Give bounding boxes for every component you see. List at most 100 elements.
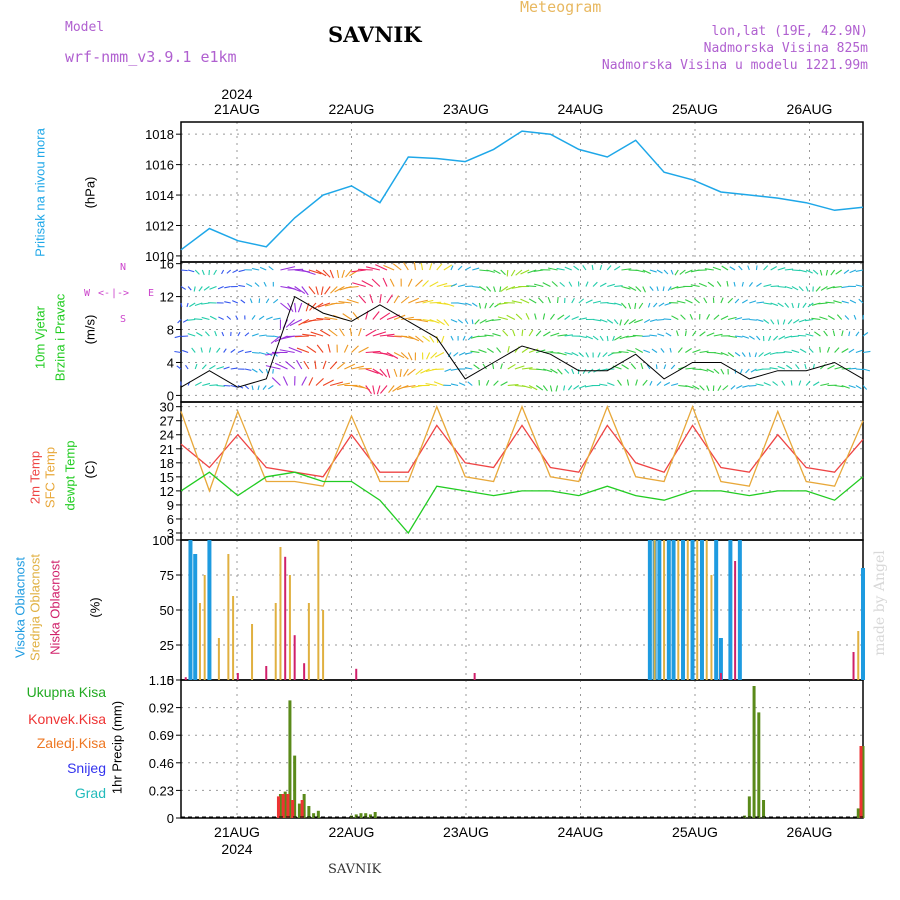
cloud-bar xyxy=(265,666,268,680)
wind-arrow xyxy=(727,352,735,358)
wind-arrow xyxy=(649,269,657,273)
wind-arrow xyxy=(763,265,769,271)
wind-arrow xyxy=(484,334,494,337)
wind-arrow xyxy=(499,286,502,293)
wind-arrow xyxy=(528,329,534,337)
wind-arrow xyxy=(635,379,638,386)
wind-arrow xyxy=(379,294,382,304)
wind-arrow xyxy=(647,302,651,308)
wind-arrow xyxy=(358,367,372,370)
wind-arrow xyxy=(685,299,693,304)
wind-arrow xyxy=(493,380,499,386)
wind-arrow xyxy=(805,286,809,292)
wind-arrow xyxy=(223,348,227,353)
wind-arrow xyxy=(507,363,516,370)
wind-arrow xyxy=(415,279,423,287)
cloud-bar xyxy=(699,540,704,680)
wind-arrow xyxy=(230,384,238,388)
wind-arrow xyxy=(657,333,665,337)
wind-arrow xyxy=(308,269,322,275)
cloud-bar xyxy=(647,540,652,680)
wind-arrow xyxy=(447,352,452,358)
wind-arrow xyxy=(314,360,317,370)
precip-legend-conv: Konvek.Kisa xyxy=(28,711,106,727)
wind-arrow xyxy=(485,379,490,386)
wind-arrow xyxy=(400,352,409,360)
wind-arrow xyxy=(259,334,267,337)
y-tick-label: 25 xyxy=(160,638,174,653)
precip-bar xyxy=(307,806,311,818)
wind-arrow xyxy=(841,300,849,304)
wind-arrow xyxy=(379,312,391,320)
wind-arrow xyxy=(249,298,253,304)
wind-arrow xyxy=(755,383,764,387)
lonlat-label: lon,lat (19E, 42.9N) xyxy=(711,24,868,39)
wind-arrow xyxy=(478,349,487,354)
cloud-bar xyxy=(728,540,733,680)
wind-arrow xyxy=(734,298,740,304)
wind-arrow xyxy=(537,297,544,304)
wind-arrow xyxy=(458,382,466,387)
wind-arrow xyxy=(833,300,842,304)
wind-arrow xyxy=(478,302,482,309)
precip-bar xyxy=(283,791,287,818)
wind-arrow xyxy=(393,295,400,304)
wind-arrow xyxy=(832,285,842,289)
wind-arrow xyxy=(855,349,863,354)
wind-arrow xyxy=(201,316,210,321)
wind-arrow xyxy=(520,269,530,275)
wind-arrow xyxy=(755,368,764,372)
wind-arrow xyxy=(819,346,821,353)
wind-arrow xyxy=(376,385,381,395)
wind-arrow xyxy=(327,344,331,353)
wind-arrow xyxy=(375,264,388,271)
wind-arrow xyxy=(482,363,487,370)
wind-arrow xyxy=(827,315,835,320)
wind-arrow xyxy=(317,302,331,308)
wind-arrow xyxy=(180,302,183,308)
wind-arrow xyxy=(334,286,345,293)
precip-bar xyxy=(752,686,756,818)
wind-arrow xyxy=(420,368,430,374)
wind-arrow xyxy=(606,265,612,271)
wind-arrow xyxy=(464,266,472,271)
wind-arrow xyxy=(346,298,359,304)
wind-arrow xyxy=(632,334,643,337)
wind-arrow xyxy=(320,286,324,295)
wind-arrow xyxy=(713,351,723,355)
wind-arrow xyxy=(450,383,459,387)
cloud-bar xyxy=(861,568,865,680)
wind-arrow xyxy=(436,263,443,271)
wind-arrow xyxy=(467,381,473,386)
wind-arrow xyxy=(749,300,757,304)
wind-arrow xyxy=(263,281,267,287)
wind-arrow xyxy=(626,379,630,386)
model-name: wrf-nmm_v3.9.1 e1km xyxy=(65,48,237,66)
wind-arrow xyxy=(433,381,445,387)
wind-arrow xyxy=(630,363,637,370)
wind-arrow xyxy=(848,348,855,353)
wind-arrow xyxy=(429,262,433,271)
wind-arrow xyxy=(400,296,410,304)
wind-arrow xyxy=(841,330,844,337)
wind-arrow xyxy=(180,269,188,272)
wind-arrow xyxy=(665,332,672,337)
wind-arrow xyxy=(472,267,480,271)
wind-arrow xyxy=(425,383,437,387)
wind-arrow xyxy=(415,335,424,343)
wind-arrow xyxy=(345,285,359,289)
wind-arrow xyxy=(542,385,548,392)
wind-arrow xyxy=(464,319,469,325)
wind-arrow xyxy=(201,269,205,276)
wind-arrow xyxy=(500,363,503,370)
wind-arrow xyxy=(240,299,246,304)
wind-arrow xyxy=(379,385,388,394)
wind-arrow xyxy=(827,364,835,370)
wind-arrow xyxy=(713,314,720,320)
wind-arrow xyxy=(251,368,258,373)
cloud-bar xyxy=(288,575,291,680)
compass-n: N xyxy=(120,262,127,273)
wind-arrow xyxy=(316,344,324,353)
wind-arrow xyxy=(420,262,424,271)
wind-arrow xyxy=(730,385,736,390)
